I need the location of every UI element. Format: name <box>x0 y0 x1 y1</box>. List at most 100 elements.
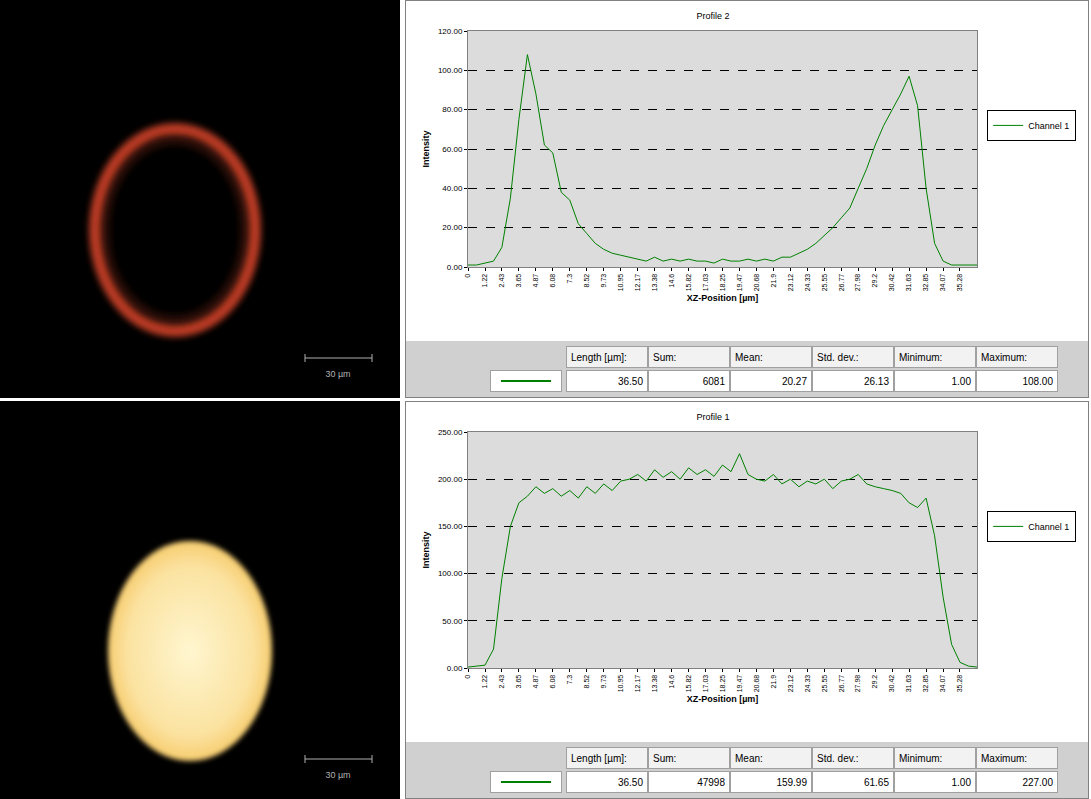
svg-text:34.07: 34.07 <box>939 274 946 292</box>
html-text:Length [µm]:: Length [µm]: <box>571 753 627 764</box>
svg-text:XZ-Position [µm]: XZ-Position [µm] <box>687 293 759 303</box>
svg-text:26.77: 26.77 <box>838 675 845 693</box>
html-text:36.50: 36.50 <box>618 777 643 788</box>
svg-text:29.2: 29.2 <box>871 675 878 689</box>
svg-text:30 µm: 30 µm <box>325 770 350 780</box>
svg-text:12.17: 12.17 <box>634 675 641 693</box>
svg-text:12.17: 12.17 <box>634 274 641 292</box>
html-text:1.00: 1.00 <box>951 376 971 387</box>
svg-text:1.22: 1.22 <box>481 675 488 689</box>
svg-text:0: 0 <box>464 675 471 679</box>
svg-text:6.08: 6.08 <box>549 675 556 689</box>
svg-text:3.65: 3.65 <box>515 274 522 288</box>
html-text:26.13: 26.13 <box>864 376 889 387</box>
svg-text:30.42: 30.42 <box>888 675 895 693</box>
svg-text:2.43: 2.43 <box>498 675 505 689</box>
svg-text:30 µm: 30 µm <box>325 369 350 379</box>
svg-text:27.98: 27.98 <box>854 675 861 693</box>
svg-text:19.47: 19.47 <box>736 274 743 292</box>
svg-text:50.00: 50.00 <box>442 617 463 626</box>
svg-text:13.38: 13.38 <box>651 675 658 693</box>
svg-text:34.07: 34.07 <box>939 675 946 693</box>
html-text:Std. dev.:: Std. dev.: <box>817 352 859 363</box>
svg-text:20.68: 20.68 <box>753 675 760 693</box>
html-text:Maximum:: Maximum: <box>981 352 1028 363</box>
html-text:Sum:: Sum: <box>653 352 677 363</box>
svg-text:40.00: 40.00 <box>442 184 463 193</box>
svg-text:26.77: 26.77 <box>838 274 845 292</box>
svg-text:100.00: 100.00 <box>438 569 463 578</box>
svg-text:60.00: 60.00 <box>442 145 463 154</box>
svg-text:27.98: 27.98 <box>854 274 861 292</box>
svg-text:6.08: 6.08 <box>549 274 556 288</box>
svg-text:21.9: 21.9 <box>770 675 777 689</box>
svg-text:100.00: 100.00 <box>438 66 463 75</box>
svg-text:0.00: 0.00 <box>447 664 463 673</box>
svg-text:9.73: 9.73 <box>600 274 607 288</box>
svg-text:13.38: 13.38 <box>651 274 658 292</box>
svg-text:20.00: 20.00 <box>442 223 463 232</box>
svg-text:Channel 1: Channel 1 <box>1028 522 1069 532</box>
html-text:108.00: 108.00 <box>1022 376 1053 387</box>
svg-text:120.00: 120.00 <box>438 27 463 36</box>
svg-text:250.00: 250.00 <box>438 428 463 437</box>
svg-text:Channel 1: Channel 1 <box>1028 121 1069 131</box>
svg-text:29.2: 29.2 <box>871 274 878 288</box>
html-text:Mean:: Mean: <box>735 352 763 363</box>
svg-text:23.12: 23.12 <box>787 274 794 292</box>
svg-text:8.52: 8.52 <box>583 675 590 689</box>
svg-text:17.03: 17.03 <box>702 274 709 292</box>
svg-text:80.00: 80.00 <box>442 105 463 114</box>
svg-text:32.85: 32.85 <box>922 274 929 292</box>
svg-text:15.82: 15.82 <box>685 274 692 292</box>
html-text:20.27: 20.27 <box>782 376 807 387</box>
svg-text:15.82: 15.82 <box>685 675 692 693</box>
svg-text:18.25: 18.25 <box>719 274 726 292</box>
svg-text:25.55: 25.55 <box>821 675 828 693</box>
svg-text:1.22: 1.22 <box>481 274 488 288</box>
html-text:Minimum:: Minimum: <box>899 352 943 363</box>
svg-text:9.73: 9.73 <box>600 675 607 689</box>
svg-text:25.55: 25.55 <box>821 274 828 292</box>
svg-text:8.52: 8.52 <box>583 274 590 288</box>
svg-text:19.47: 19.47 <box>736 675 743 693</box>
svg-text:Profile 2: Profile 2 <box>696 11 729 21</box>
html-text:47998: 47998 <box>697 777 725 788</box>
svg-text:31.63: 31.63 <box>905 675 912 693</box>
svg-text:14.6: 14.6 <box>668 274 675 288</box>
svg-text:XZ-Position [µm]: XZ-Position [µm] <box>687 694 759 704</box>
svg-text:21.9: 21.9 <box>770 274 777 288</box>
svg-text:35.28: 35.28 <box>956 274 963 292</box>
svg-text:2.43: 2.43 <box>498 274 505 288</box>
svg-text:14.6: 14.6 <box>668 675 675 689</box>
svg-text:20.68: 20.68 <box>753 274 760 292</box>
svg-text:30.42: 30.42 <box>888 274 895 292</box>
html-text:Mean:: Mean: <box>735 753 763 764</box>
svg-text:0: 0 <box>464 274 471 278</box>
svg-text:23.12: 23.12 <box>787 675 794 693</box>
html-text:Sum:: Sum: <box>653 753 677 764</box>
svg-text:32.85: 32.85 <box>922 675 929 693</box>
html-text:36.50: 36.50 <box>618 376 643 387</box>
svg-text:10.95: 10.95 <box>617 274 624 292</box>
svg-text:31.63: 31.63 <box>905 274 912 292</box>
svg-text:17.03: 17.03 <box>702 675 709 693</box>
html-text:6081: 6081 <box>702 376 725 387</box>
svg-text:4.87: 4.87 <box>532 274 539 288</box>
svg-text:18.25: 18.25 <box>719 675 726 693</box>
svg-text:150.00: 150.00 <box>438 522 463 531</box>
svg-text:10.95: 10.95 <box>617 675 624 693</box>
svg-text:200.00: 200.00 <box>438 475 463 484</box>
svg-text:Intensity: Intensity <box>421 130 431 167</box>
svg-text:Intensity: Intensity <box>421 531 431 568</box>
svg-text:3.65: 3.65 <box>515 675 522 689</box>
svg-text:0.00: 0.00 <box>447 263 463 272</box>
svg-text:24.33: 24.33 <box>804 274 811 292</box>
svg-text:Profile 1: Profile 1 <box>696 412 729 422</box>
svg-text:35.28: 35.28 <box>956 675 963 693</box>
svg-text:7.3: 7.3 <box>566 274 573 284</box>
svg-text:24.33: 24.33 <box>804 675 811 693</box>
svg-text:4.87: 4.87 <box>532 675 539 689</box>
html-text:Length [µm]:: Length [µm]: <box>571 352 627 363</box>
svg-text:7.3: 7.3 <box>566 675 573 685</box>
